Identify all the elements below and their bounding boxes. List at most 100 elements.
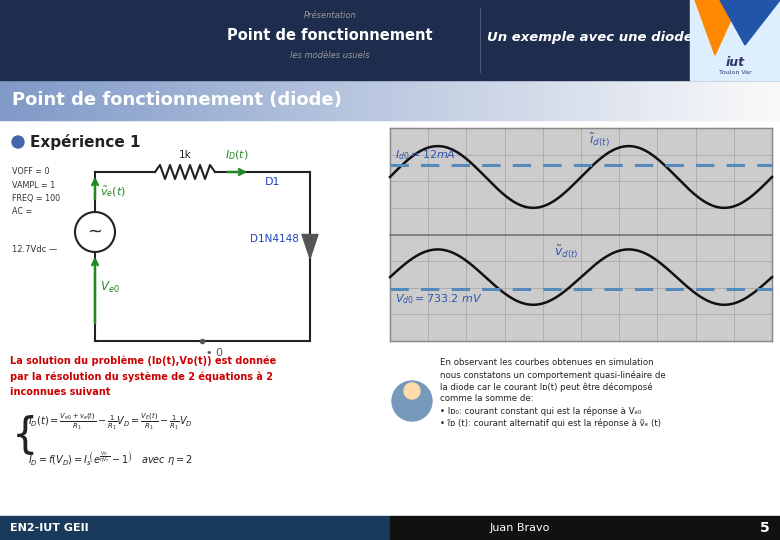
Circle shape	[404, 383, 420, 399]
Bar	[199, 80, 204, 120]
Bar	[121, 80, 126, 120]
Text: En observant les courbes obtenues en simulation: En observant les courbes obtenues en sim…	[440, 358, 654, 367]
Bar	[320, 80, 324, 120]
Bar	[292, 80, 297, 120]
Bar	[667, 80, 672, 120]
Text: nous constatons un comportement quasi-linéaire de: nous constatons un comportement quasi-li…	[440, 370, 666, 380]
Bar	[410, 80, 414, 120]
Bar	[0, 80, 5, 120]
Bar	[558, 80, 562, 120]
Bar	[566, 80, 570, 120]
Text: $I_D = f(V_D) = I_s\!\left(e^{\frac{V_D}{\eta V_T}}-1\right)\quad avec\ \eta=2$: $I_D = f(V_D) = I_s\!\left(e^{\frac{V_D}…	[28, 450, 193, 468]
Bar	[476, 80, 480, 120]
Bar	[226, 80, 231, 120]
Bar	[390, 516, 780, 540]
Bar	[125, 80, 129, 120]
Bar	[277, 80, 282, 120]
Bar	[702, 80, 707, 120]
Bar	[608, 80, 613, 120]
Bar	[254, 80, 258, 120]
Bar	[488, 80, 492, 120]
Bar	[281, 80, 285, 120]
Text: les modèles usuels: les modèles usuels	[290, 51, 370, 60]
Bar	[191, 80, 196, 120]
Circle shape	[392, 381, 432, 421]
Bar	[332, 80, 336, 120]
Bar	[515, 80, 519, 120]
Bar	[690, 80, 695, 120]
Bar	[374, 80, 379, 120]
Bar	[760, 80, 765, 120]
Bar	[776, 80, 780, 120]
Bar	[690, 0, 780, 80]
Bar	[640, 80, 644, 120]
Bar	[74, 80, 79, 120]
Bar	[714, 80, 718, 120]
Bar	[601, 80, 605, 120]
Text: iut: iut	[725, 56, 745, 69]
Bar	[733, 80, 738, 120]
Text: {: {	[12, 415, 38, 457]
Text: La solution du problème (Iᴅ(t),Vᴅ(t)) est donnée
par la résolution du système de: La solution du problème (Iᴅ(t),Vᴅ(t)) es…	[10, 356, 276, 397]
Bar	[749, 80, 753, 120]
Bar	[43, 80, 48, 120]
Circle shape	[12, 136, 24, 148]
Bar	[203, 80, 207, 120]
Polygon shape	[302, 234, 318, 259]
Bar	[659, 80, 664, 120]
Bar	[632, 80, 636, 120]
Bar	[612, 80, 617, 120]
Bar	[480, 80, 484, 120]
Bar	[129, 80, 133, 120]
Bar	[718, 80, 722, 120]
Bar	[452, 80, 457, 120]
Bar	[729, 80, 734, 120]
Text: VAMPL = 1: VAMPL = 1	[12, 180, 55, 190]
Text: EN2-IUT GEII: EN2-IUT GEII	[10, 523, 89, 533]
Bar	[402, 80, 406, 120]
Bar	[0, 516, 390, 540]
Bar	[663, 80, 668, 120]
Bar	[86, 80, 90, 120]
Bar	[495, 80, 500, 120]
Bar	[417, 80, 422, 120]
Bar	[16, 80, 20, 120]
Bar	[589, 80, 594, 120]
Bar	[164, 80, 168, 120]
Bar	[35, 80, 40, 120]
Bar	[437, 80, 441, 120]
Polygon shape	[720, 0, 780, 45]
Bar	[152, 80, 157, 120]
Bar	[604, 80, 609, 120]
Bar	[499, 80, 504, 120]
Bar	[519, 80, 523, 120]
Bar	[679, 80, 683, 120]
Bar	[378, 80, 383, 120]
Bar	[367, 80, 371, 120]
Bar	[550, 80, 555, 120]
Bar	[211, 80, 215, 120]
Bar	[503, 80, 508, 120]
Text: D1: D1	[265, 177, 281, 187]
Bar	[94, 80, 98, 120]
Bar	[386, 80, 391, 120]
Text: $\tilde{v}_{d(t)}$: $\tilde{v}_{d(t)}$	[555, 244, 579, 261]
Bar	[597, 80, 601, 120]
Bar	[195, 80, 200, 120]
Bar	[554, 80, 558, 120]
Bar	[647, 80, 652, 120]
Bar	[296, 80, 301, 120]
Bar	[27, 80, 32, 120]
Text: $\tilde{\imath}_{d(t)}$: $\tilde{\imath}_{d(t)}$	[589, 131, 609, 149]
Bar	[339, 80, 344, 120]
Bar	[144, 80, 149, 120]
Bar	[534, 80, 539, 120]
Bar	[737, 80, 742, 120]
Bar	[4, 80, 9, 120]
Bar	[398, 80, 402, 120]
Bar	[39, 80, 44, 120]
Bar	[464, 80, 469, 120]
Bar	[215, 80, 219, 120]
Bar	[246, 80, 250, 120]
Bar	[328, 80, 332, 120]
